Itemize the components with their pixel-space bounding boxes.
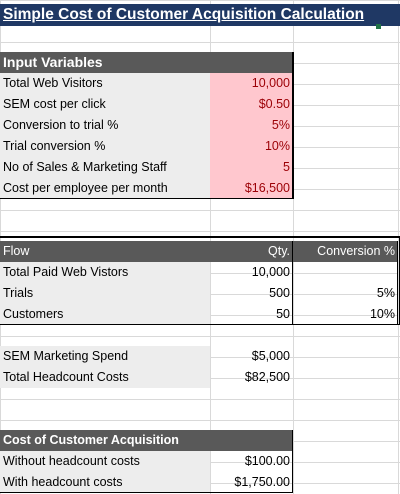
input-value-web-visitors[interactable]: 10,000 [210,73,293,94]
input-label-web-visitors[interactable]: Total Web Visitors [0,73,210,94]
input-label-staff-count[interactable]: No of Sales & Marketing Staff [0,157,210,178]
cost-value-sem-spend[interactable]: $5,000 [251,349,290,363]
input-value-cost-per-employee[interactable]: $16,500 [210,178,293,199]
input-label-sem-cpc[interactable]: SEM cost per click [0,94,210,115]
cost-label-sem-spend[interactable]: SEM Marketing Spend [0,346,210,367]
cac-value-with-headcount[interactable]: $1,750.00 [210,472,293,493]
flow-header[interactable]: Flow [0,241,210,262]
cac-label-with-headcount[interactable]: With headcount costs [0,472,210,493]
flow-qty-header[interactable]: Qty. [210,241,293,262]
flow-label-customers[interactable]: Customers [0,304,210,325]
sheet-title[interactable]: Simple Cost of Customer Acquisition Calc… [0,4,378,26]
input-value-sem-cpc[interactable]: $0.50 [210,94,293,115]
input-value-staff-count[interactable]: 5 [210,157,293,178]
flow-qty-customers[interactable]: 50 [210,304,293,325]
input-label-trial-conversion[interactable]: Trial conversion % [0,136,210,157]
cost-label-headcount[interactable]: Total Headcount Costs [0,367,210,388]
cac-header-fill [210,430,293,451]
flow-right-border [397,241,398,325]
grid-column-line [398,0,399,494]
input-value-trial-conversion[interactable]: 10% [210,136,293,157]
flow-column-divider [292,241,293,325]
input-section-border [292,52,294,199]
flow-label-paid-visitors[interactable]: Total Paid Web Vistors [0,262,210,283]
cac-label-without-headcount[interactable]: Without headcount costs [0,451,210,472]
input-variables-header[interactable]: Input Variables [0,52,293,73]
input-label-cost-per-employee[interactable]: Cost per employee per month [0,178,210,199]
sheet-title-fill [378,4,400,26]
flow-qty-paid-visitors[interactable]: 10,000 [251,265,290,279]
input-value-conversion-trial[interactable]: 5% [210,115,293,136]
flow-conversion-customers[interactable]: 10% [293,304,398,325]
cac-value-without-headcount[interactable]: $100.00 [244,454,290,468]
input-label-conversion-trial[interactable]: Conversion to trial % [0,115,210,136]
flow-conversion-trials[interactable]: 5% [376,286,395,300]
cac-header[interactable]: Cost of Customer Acquisition [0,430,210,451]
flow-conversion-header[interactable]: Conversion % [293,241,398,262]
flow-qty-trials[interactable]: 500 [269,286,290,300]
cell-selection-handle[interactable] [376,24,381,29]
flow-conversion-paid-visitors[interactable] [293,262,398,283]
cost-value-headcount[interactable]: $82,500 [244,370,290,384]
cac-right-border [292,430,293,493]
flow-label-trials[interactable]: Trials [0,283,210,304]
